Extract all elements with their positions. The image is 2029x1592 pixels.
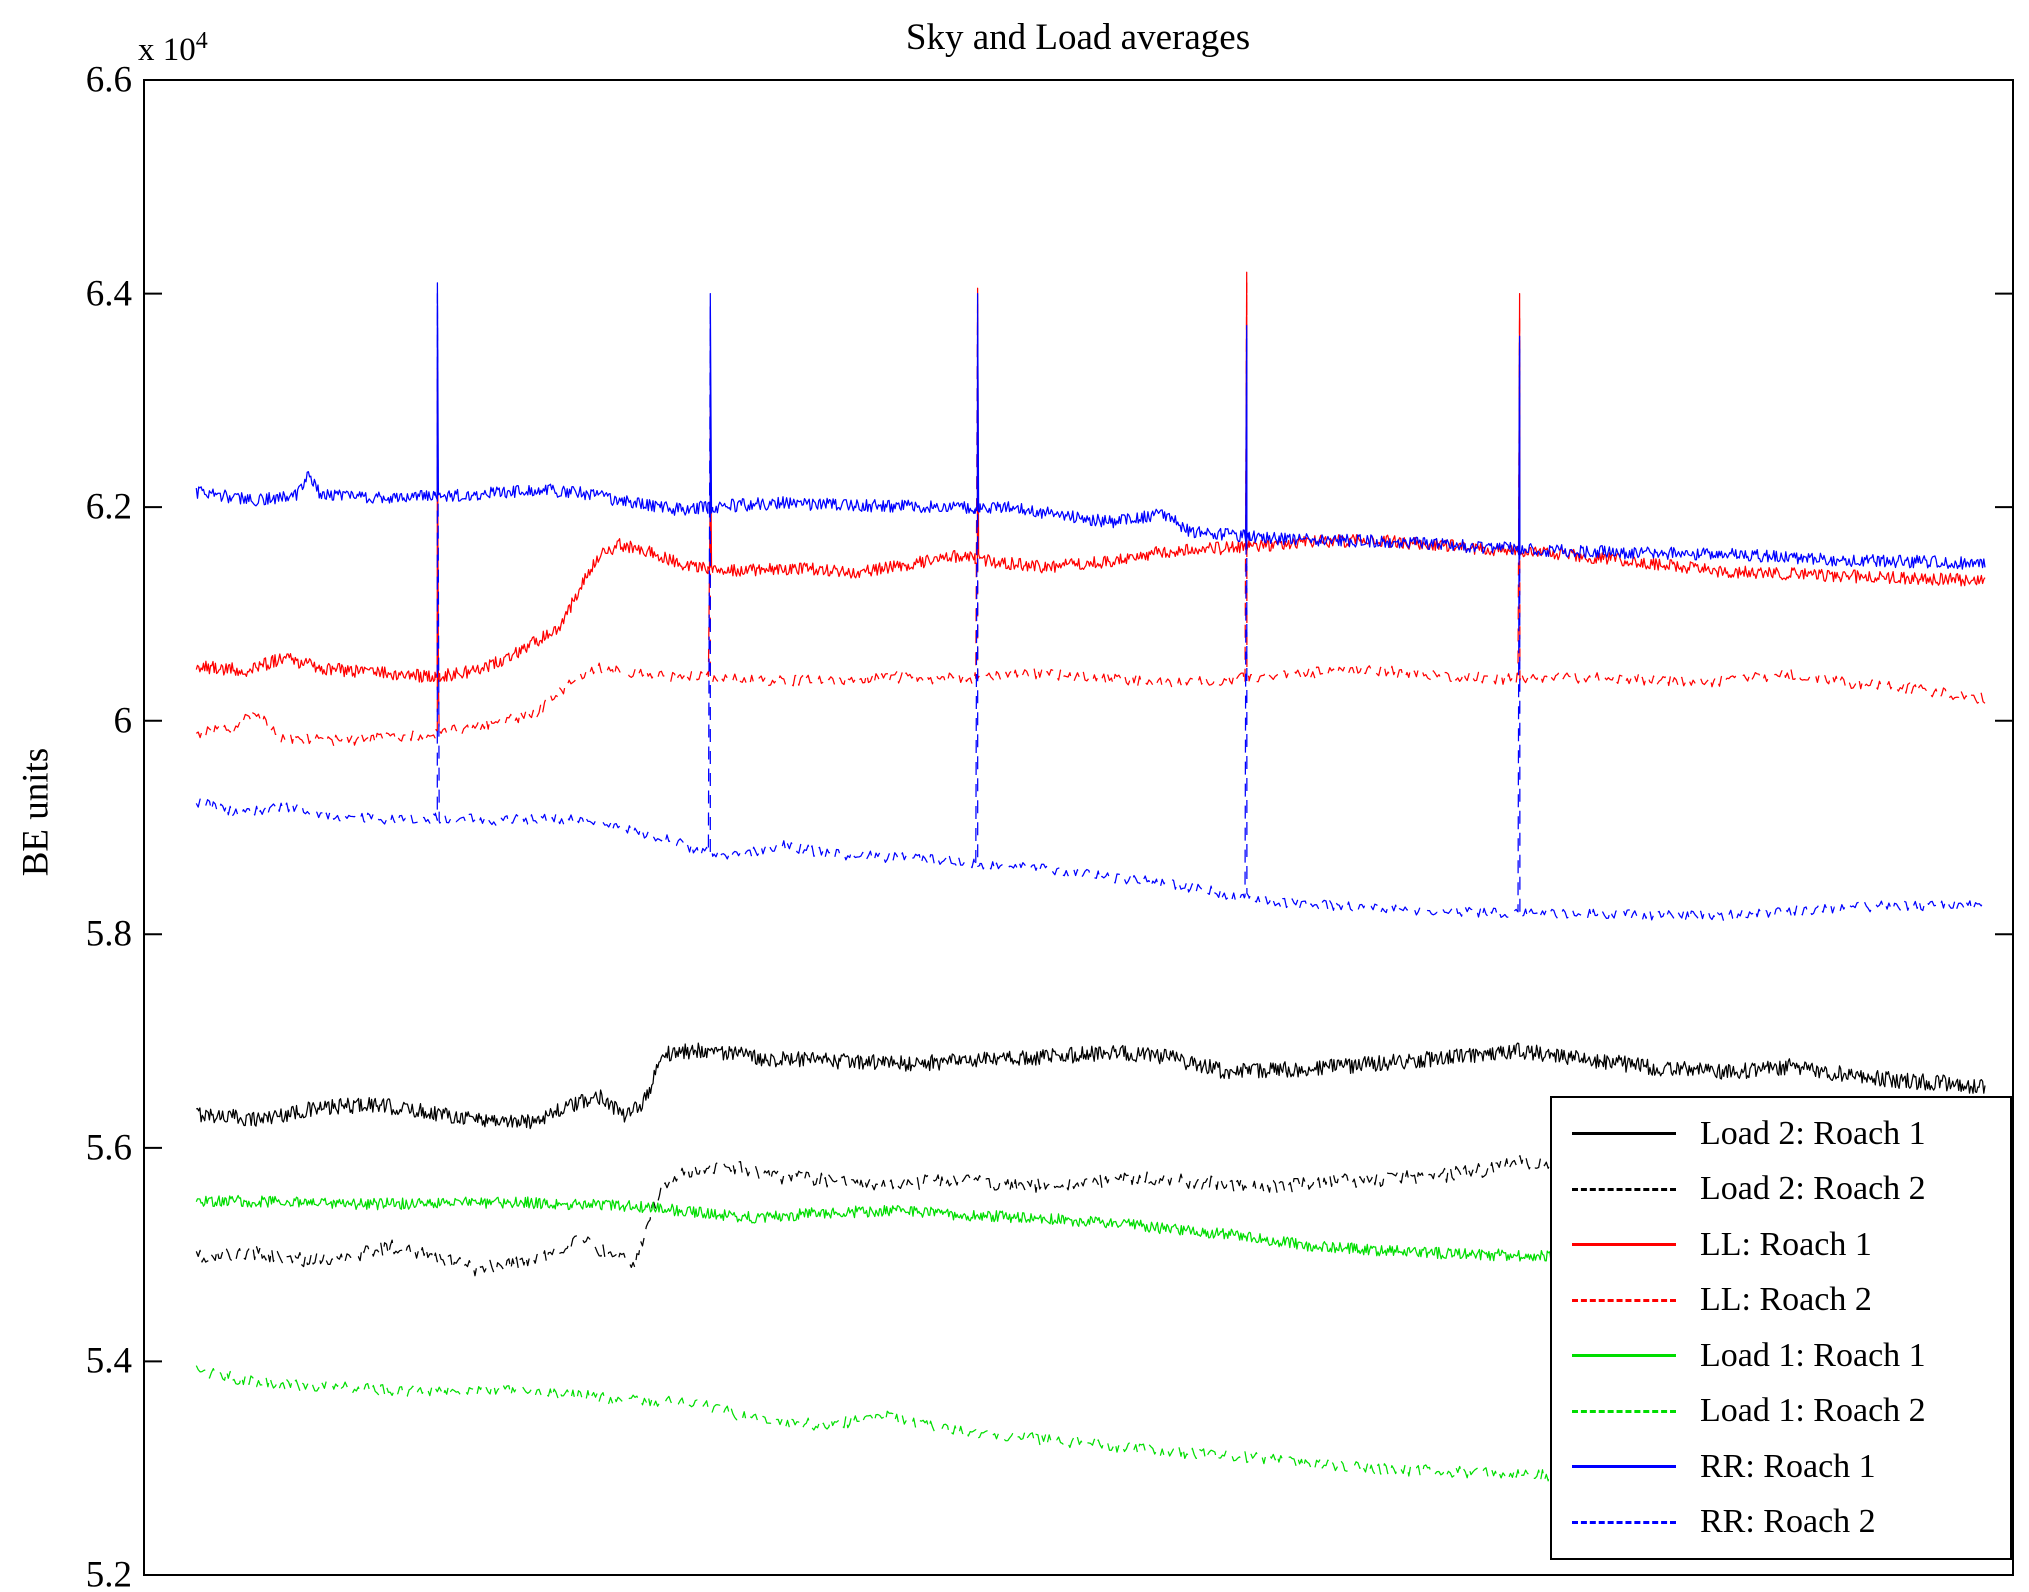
- y-tick-label: 6.2: [85, 486, 132, 528]
- y-tick-label: 5.6: [85, 1127, 132, 1169]
- axis-box: [143, 79, 2014, 1576]
- legend-line-sample: [1572, 1354, 1676, 1358]
- series-rr-roach-2: [195, 292, 1986, 921]
- chart-title: Sky and Load averages: [905, 17, 1251, 58]
- legend-line-sample: [1572, 1187, 1676, 1191]
- legend-line-sample: [1572, 1243, 1676, 1247]
- legend-item: LL: Roach 1: [1572, 1226, 2000, 1264]
- legend-item-label: RR: Roach 1: [1700, 1447, 1876, 1485]
- legend-item: Load 2: Roach 2: [1572, 1170, 2000, 1208]
- legend: Load 2: Roach 1 Load 2: Roach 2 LL: Roach …: [1550, 1096, 2012, 1560]
- legend-item-label: LL: Roach 1: [1700, 1225, 1872, 1263]
- series-rr-roach-1: [195, 282, 1986, 570]
- legend-item-label: Load 2: Roach 1: [1700, 1114, 1926, 1152]
- series-ll-roach-2: [195, 282, 1986, 747]
- legend-item-label: Load 2: Roach 2: [1700, 1170, 1926, 1208]
- legend-item: Load 2: Roach 1: [1572, 1115, 2000, 1153]
- legend-line-sample: [1572, 1520, 1676, 1524]
- y-axis-exponent-prefix: x 10: [138, 32, 196, 68]
- y-tick-label: 5.2: [85, 1554, 132, 1592]
- legend-line-sample: [1572, 1409, 1676, 1413]
- legend-item-label: Load 1: Roach 1: [1700, 1336, 1926, 1374]
- y-tick-label: 5.4: [85, 1340, 132, 1382]
- y-tick-label: 6.4: [85, 273, 132, 315]
- legend-item-label: Load 1: Roach 2: [1700, 1392, 1926, 1430]
- y-axis-exponent-value: 4: [195, 28, 208, 54]
- y-axis-exponent-label: x 104: [138, 28, 208, 69]
- legend-item-label: RR: Roach 2: [1700, 1503, 1876, 1541]
- series-load-2-roach-1: [196, 1042, 1986, 1130]
- y-tick-label: 5.8: [85, 913, 132, 955]
- legend-item-label: LL: Roach 2: [1700, 1281, 1872, 1319]
- legend-item: LL: Roach 2: [1572, 1281, 2000, 1319]
- y-tick-label: 6.6: [85, 59, 132, 101]
- legend-item: RR: Roach 2: [1572, 1503, 2000, 1541]
- legend-item: RR: Roach 1: [1572, 1448, 2000, 1486]
- legend-line-sample: [1572, 1465, 1676, 1469]
- legend-line-sample: [1572, 1132, 1676, 1136]
- series-ll-roach-1: [195, 271, 1986, 683]
- legend-item: Load 1: Roach 1: [1572, 1337, 2000, 1375]
- legend-item: Load 1: Roach 2: [1572, 1392, 2000, 1430]
- legend-line-sample: [1572, 1298, 1676, 1302]
- y-tick-label: 6: [113, 700, 133, 742]
